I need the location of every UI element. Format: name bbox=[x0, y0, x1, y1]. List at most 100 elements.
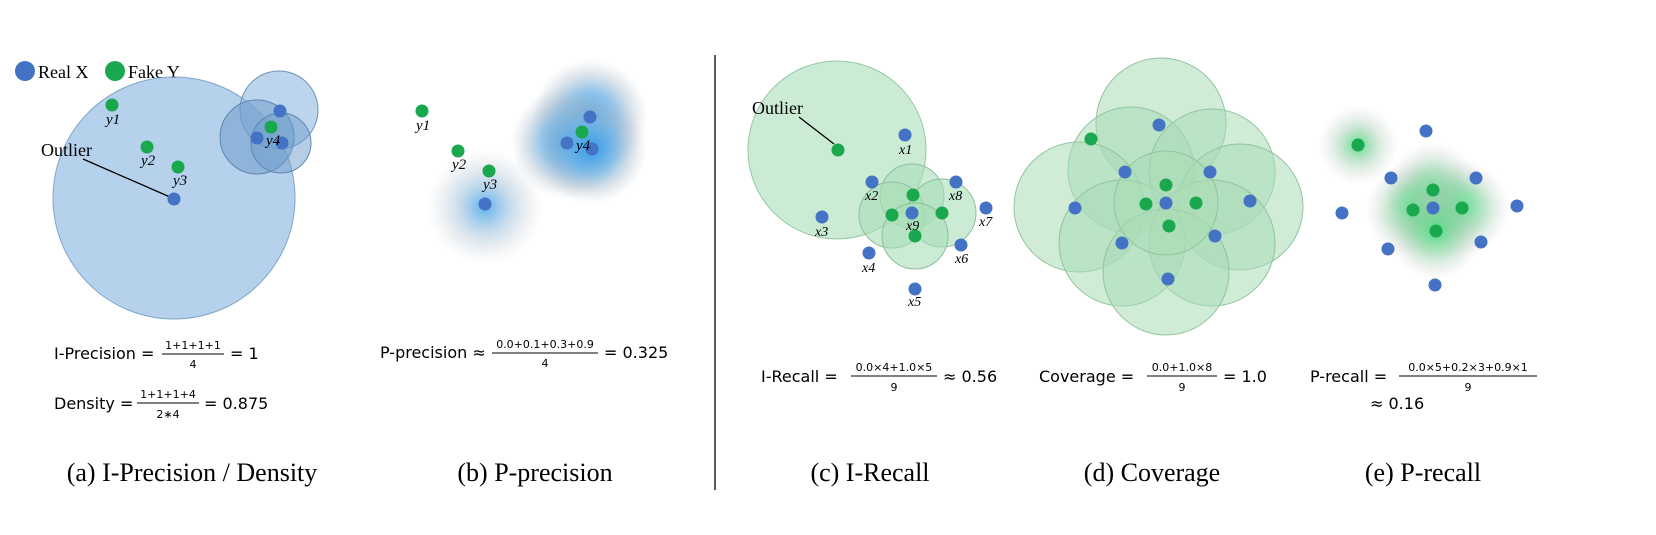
svg-text:4: 4 bbox=[190, 358, 197, 371]
outlier-label: Outlier bbox=[41, 140, 92, 160]
caption-a: (a) I-Precision / Density bbox=[67, 458, 318, 487]
real-point bbox=[1161, 272, 1175, 286]
point-label: x8 bbox=[948, 189, 962, 204]
point-label: y3 bbox=[481, 177, 497, 193]
panel-b: y1 y2 y3 y4 P-precision ≈ 0.0+0.1+0.3+0.… bbox=[380, 59, 668, 487]
real-point-x3 bbox=[815, 210, 829, 224]
real-point bbox=[1203, 165, 1217, 179]
fake-point bbox=[935, 206, 949, 220]
real-point bbox=[1419, 124, 1433, 138]
formula-i-precision: I-Precision = 1+1+1+1 4 = 1 bbox=[54, 339, 259, 371]
real-point bbox=[167, 192, 181, 206]
real-point bbox=[1384, 171, 1398, 185]
svg-text:0.0+1.0×8: 0.0+1.0×8 bbox=[1152, 361, 1212, 374]
formula-p-recall: P-recall = 0.0×5+0.2×3+0.9×1 9 ≈ 0.16 bbox=[1310, 361, 1537, 413]
fake-point bbox=[1189, 196, 1203, 210]
real-point-x7 bbox=[979, 201, 993, 215]
real-point bbox=[1159, 196, 1173, 210]
real-point bbox=[583, 110, 597, 124]
svg-text:9: 9 bbox=[1465, 381, 1472, 394]
real-point bbox=[1208, 229, 1222, 243]
fake-point-y2 bbox=[451, 144, 465, 158]
svg-text:= 1.0: = 1.0 bbox=[1223, 367, 1267, 386]
real-point-x8 bbox=[949, 175, 963, 189]
fake-point-y4 bbox=[575, 125, 589, 139]
real-point bbox=[478, 197, 492, 211]
real-point bbox=[1510, 199, 1524, 213]
fake-point-y3 bbox=[482, 164, 496, 178]
real-point bbox=[1381, 242, 1395, 256]
fake-point bbox=[906, 188, 920, 202]
fake-point bbox=[1084, 132, 1098, 146]
legend-fake-marker bbox=[105, 61, 125, 81]
real-point bbox=[585, 142, 599, 156]
real-point bbox=[1152, 118, 1166, 132]
caption-d: (d) Coverage bbox=[1084, 458, 1220, 487]
svg-text:P-recall =: P-recall = bbox=[1310, 367, 1387, 386]
point-label: y3 bbox=[171, 173, 187, 189]
real-point bbox=[1243, 194, 1257, 208]
fake-point bbox=[831, 143, 845, 157]
svg-text:4: 4 bbox=[542, 357, 549, 370]
fake-point bbox=[1429, 224, 1443, 238]
fake-point bbox=[1455, 201, 1469, 215]
legend-real-label: Real X bbox=[38, 62, 88, 82]
panel-e: P-recall = 0.0×5+0.2×3+0.9×1 9 ≈ 0.16 (e… bbox=[1310, 105, 1537, 487]
point-label: y4 bbox=[574, 138, 591, 154]
real-point-x9 bbox=[905, 206, 919, 220]
real-point bbox=[560, 136, 574, 150]
outlier-label: Outlier bbox=[752, 98, 803, 118]
fake-point-y2 bbox=[140, 140, 154, 154]
real-point bbox=[1469, 171, 1483, 185]
caption-c: (c) I-Recall bbox=[810, 458, 929, 487]
svg-text:≈ 0.16: ≈ 0.16 bbox=[1370, 394, 1424, 413]
real-point bbox=[1474, 235, 1488, 249]
panel-c: Outlier x1 x2 x3 x4 x5 x6 x7 x8 x9 I-Rec… bbox=[747, 60, 997, 487]
fake-point-y1 bbox=[105, 98, 119, 112]
svg-text:9: 9 bbox=[1179, 381, 1186, 394]
svg-text:= 0.875: = 0.875 bbox=[204, 394, 268, 413]
formula-p-precision: P-precision ≈ 0.0+0.1+0.3+0.9 4 = 0.325 bbox=[380, 338, 668, 370]
fake-point bbox=[885, 208, 899, 222]
real-point bbox=[273, 104, 287, 118]
panel-a: Outlier y1 y2 y3 y4 I-Precision = 1+1+1+… bbox=[41, 70, 319, 487]
real-point-x1 bbox=[898, 128, 912, 142]
svg-text:0.0×5+0.2×3+0.9×1: 0.0×5+0.2×3+0.9×1 bbox=[1408, 361, 1528, 374]
point-label: y2 bbox=[450, 157, 467, 173]
point-label: y4 bbox=[264, 133, 281, 149]
formula-density: Density = 1+1+1+4 2∗4 = 0.875 bbox=[54, 388, 268, 421]
outlier-pointer bbox=[82, 158, 171, 198]
point-label: x4 bbox=[861, 261, 875, 276]
point-label: x3 bbox=[814, 225, 828, 240]
real-point-x5 bbox=[908, 282, 922, 296]
fake-point bbox=[1159, 178, 1173, 192]
real-point bbox=[1426, 201, 1440, 215]
real-point bbox=[1335, 206, 1349, 220]
fake-point-y1 bbox=[415, 104, 429, 118]
point-label: x7 bbox=[978, 215, 993, 230]
svg-text:0.0×4+1.0×5: 0.0×4+1.0×5 bbox=[856, 361, 933, 374]
point-label: y1 bbox=[414, 118, 430, 134]
real-point-x6 bbox=[954, 238, 968, 252]
svg-text:0.0+0.1+0.3+0.9: 0.0+0.1+0.3+0.9 bbox=[496, 338, 594, 351]
fake-point bbox=[1351, 138, 1365, 152]
fake-point bbox=[1406, 203, 1420, 217]
real-point-x4 bbox=[862, 246, 876, 260]
caption-b: (b) P-precision bbox=[457, 458, 612, 487]
outlier-pointer bbox=[798, 116, 835, 145]
svg-text:= 0.325: = 0.325 bbox=[604, 343, 668, 362]
real-point-x2 bbox=[865, 175, 879, 189]
panel-d: Coverage = 0.0+1.0×8 9 = 1.0 (d) Coverag… bbox=[1013, 57, 1304, 487]
svg-text:≈ 0.56: ≈ 0.56 bbox=[943, 367, 997, 386]
point-label: x2 bbox=[864, 189, 878, 204]
fake-point bbox=[1162, 219, 1176, 233]
svg-text:P-precision ≈: P-precision ≈ bbox=[380, 343, 486, 362]
svg-text:I-Precision =: I-Precision = bbox=[54, 344, 154, 363]
svg-text:= 1: = 1 bbox=[230, 344, 259, 363]
real-point bbox=[1428, 278, 1442, 292]
point-label: y1 bbox=[104, 112, 120, 128]
point-label: x1 bbox=[898, 143, 912, 158]
fake-point bbox=[908, 229, 922, 243]
svg-text:I-Recall =: I-Recall = bbox=[761, 367, 838, 386]
